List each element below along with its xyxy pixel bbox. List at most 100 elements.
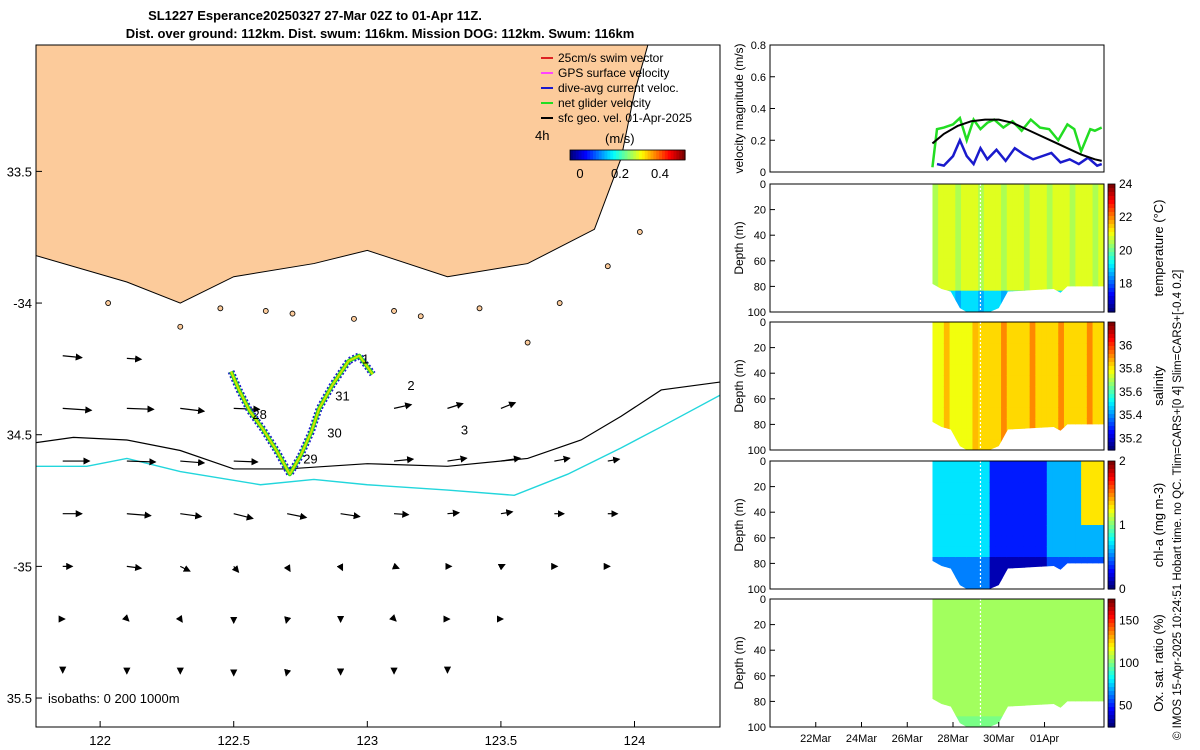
- profile-cell: [938, 620, 945, 632]
- profile-cell: [943, 343, 951, 355]
- profile-cell: [1092, 471, 1099, 483]
- profile-cell: [1092, 237, 1099, 249]
- profile-cell: [966, 609, 974, 621]
- profile-cell: [1081, 620, 1088, 632]
- profile-cell: [1092, 343, 1099, 355]
- profile-cell: [1075, 546, 1082, 558]
- profile-cell: [978, 578, 985, 589]
- profile-cell: [1018, 269, 1025, 281]
- profile-cell: [961, 631, 968, 643]
- profile-cell: [1018, 482, 1025, 494]
- profile-cell: [1001, 184, 1008, 196]
- profile-cell: [1092, 226, 1099, 238]
- y-tick-label: -35: [13, 559, 32, 574]
- profile-cell: [966, 546, 974, 558]
- profile-cell: [1006, 599, 1014, 611]
- profile-cell: [932, 652, 939, 664]
- profile-cell: [1098, 205, 1104, 217]
- profile-cell: [995, 663, 1002, 675]
- profile-cell: [972, 205, 979, 217]
- profile-cell: [1023, 269, 1031, 281]
- profile-cell: [1023, 237, 1031, 249]
- profile-cell: [1023, 461, 1031, 473]
- profile-cell: [1041, 641, 1048, 653]
- profile-cell: [961, 716, 968, 727]
- profile-cell: [1052, 407, 1059, 419]
- profile-cell: [1098, 386, 1104, 398]
- profile-cell: [1046, 620, 1054, 632]
- profile-cell: [1098, 493, 1104, 505]
- profile-cell: [978, 695, 985, 707]
- profile-cell: [1046, 396, 1054, 408]
- profile-cell: [978, 322, 985, 334]
- colorbar-cell: [1108, 350, 1115, 355]
- profile-cell: [1035, 418, 1042, 430]
- profile-cell: [1046, 364, 1054, 376]
- profile-cell: [1069, 258, 1077, 270]
- profile-cell: [938, 269, 945, 281]
- profile-cell: [961, 216, 968, 228]
- profile-cell: [972, 375, 979, 387]
- colorbar-cell: [1108, 212, 1115, 217]
- profile-cell: [972, 439, 979, 450]
- profile-cell: [955, 525, 962, 537]
- profile-cell: [1092, 663, 1099, 675]
- profile-cell: [1075, 418, 1082, 430]
- geostrophic-vector: [121, 614, 130, 622]
- profile-cell: [978, 482, 985, 494]
- profile-cell: [1069, 599, 1077, 611]
- profile-cell: [1018, 364, 1025, 376]
- geostrophic-vector: [393, 456, 415, 464]
- profile-cell: [1052, 343, 1059, 355]
- profile-cell: [1075, 631, 1082, 643]
- profile-cell: [1046, 375, 1054, 387]
- profile-cell: [955, 695, 962, 707]
- profile-cell: [1041, 375, 1048, 387]
- profile-cell: [949, 663, 956, 675]
- profile-cell: [1041, 525, 1048, 537]
- speed-colorbar-cell: [673, 150, 677, 160]
- colorbar-cell: [1108, 695, 1115, 700]
- profile-cell: [1035, 194, 1042, 206]
- profile-cell: [1098, 237, 1104, 249]
- colorbar-cell: [1108, 346, 1115, 351]
- profile-cell: [943, 280, 951, 292]
- geostrophic-vector: [447, 401, 464, 409]
- profile-cell: [983, 641, 991, 653]
- colorbar-tick-label: 150: [1119, 613, 1139, 627]
- profile-cell: [955, 184, 962, 196]
- island-shape: [604, 263, 611, 270]
- profile-cell: [1006, 663, 1014, 675]
- profile-cell: [955, 364, 962, 376]
- profile-cell: [1092, 599, 1099, 611]
- profile-cell: [1035, 237, 1042, 249]
- profile-cell: [1075, 514, 1082, 526]
- profile-cell: [1075, 557, 1082, 569]
- profile-cell: [966, 599, 974, 611]
- profile-cell: [1063, 652, 1071, 664]
- depth-tick-label: 60: [754, 671, 766, 683]
- profile-cell: [1001, 248, 1008, 260]
- profile-cell: [1023, 280, 1031, 292]
- profile-cell: [1046, 652, 1054, 664]
- colorbar-label: salinity: [1151, 366, 1166, 406]
- profile-cell: [1006, 322, 1014, 334]
- colorbar-cell: [1108, 533, 1115, 538]
- profile-cell: [1029, 493, 1036, 505]
- profile-cell: [955, 354, 962, 366]
- profile-cell: [1092, 525, 1099, 537]
- profile-cell: [1069, 471, 1077, 483]
- profile-cell: [1023, 609, 1031, 621]
- profile-cell: [1023, 503, 1031, 515]
- profile-cell: [1063, 482, 1071, 494]
- profile-cell: [961, 248, 968, 260]
- profile-cell: [949, 280, 956, 292]
- depth-ylabel: Depth (m): [732, 221, 746, 274]
- profile-cell: [1052, 557, 1059, 569]
- colorbar-cell: [1108, 398, 1115, 403]
- profile-cell: [1041, 226, 1048, 238]
- profile-cell: [1092, 482, 1099, 494]
- profile-cell: [1018, 396, 1025, 408]
- profile-cell: [1001, 226, 1008, 238]
- colorbar-cell: [1108, 216, 1115, 221]
